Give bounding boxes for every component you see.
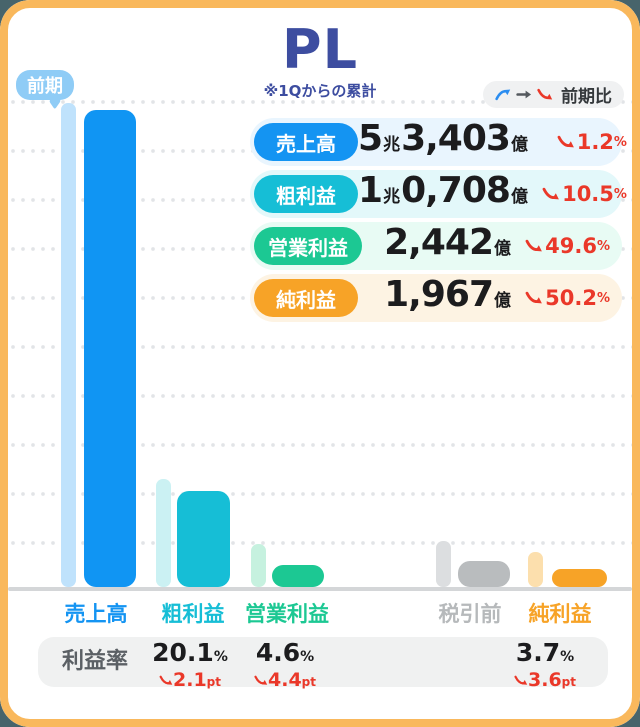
trend-flat-icon (516, 88, 532, 101)
gridline (8, 541, 632, 545)
bar-operating-prev (251, 544, 266, 587)
bar-sales-current (84, 110, 136, 587)
bar-net-prev (528, 552, 543, 587)
cat-label-pretax: 税引前 (438, 602, 502, 626)
profit-margin-label: 利益率 (62, 649, 129, 674)
bar-sales-prev (61, 103, 76, 587)
trend-down-icon (557, 135, 575, 149)
bar-pretax-prev (436, 541, 451, 587)
profit-margin-strip: 利益率 20.1% 2.1pt 4.6% 4.4pt 3.7% 3.6pt (38, 637, 608, 690)
page-title: PL (282, 18, 358, 81)
margin-gross: 20.1% 2.1pt (152, 638, 228, 691)
summary-row-net: 純利益 1,967億 50.2% (250, 274, 622, 322)
cat-label-sales: 売上高 (64, 602, 128, 626)
row-change: 49.6% (512, 234, 622, 258)
summary-row-sales: 売上高 5兆3,403億 1.2% (250, 118, 627, 166)
trend-legend: 前期比 (483, 81, 624, 108)
bar-net-current (552, 569, 607, 587)
bar-pretax-current (458, 561, 510, 587)
row-change: 1.2% (529, 130, 639, 154)
margin-operating: 4.6% 4.4pt (254, 638, 316, 691)
row-value: 1兆0,708億 (358, 170, 528, 211)
trend-up-icon (495, 88, 511, 101)
trend-down-icon (542, 187, 560, 201)
row-pill-label: 粗利益 (254, 175, 358, 213)
gridline (8, 100, 632, 104)
trend-down-icon (254, 675, 268, 686)
trend-down-icon (159, 675, 173, 686)
trend-down-icon (525, 291, 543, 305)
row-value: 2,442億 (384, 222, 511, 263)
trend-down-icon (525, 239, 543, 253)
margin-net: 3.7% 3.6pt (514, 638, 576, 691)
trend-down-icon (537, 88, 553, 101)
trend-down-icon (514, 675, 528, 686)
cat-label-gross: 粗利益 (161, 602, 225, 626)
cat-label-net: 純利益 (528, 602, 592, 626)
row-pill-label: 売上高 (254, 123, 358, 161)
chart-baseline (8, 587, 632, 591)
summary-row-gross: 粗利益 1兆0,708億 10.5% (250, 170, 627, 218)
row-pill-label: 純利益 (254, 279, 358, 317)
bar-gross-current (177, 491, 230, 587)
gridline (8, 394, 632, 398)
summary-row-operating: 営業利益 2,442億 49.6% (250, 222, 622, 270)
gridline (8, 443, 632, 447)
gridline (8, 492, 632, 496)
bar-operating-current (272, 565, 324, 587)
legend-label: 前期比 (561, 87, 612, 107)
gridline (8, 345, 632, 349)
bar-gross-prev (156, 479, 171, 587)
page-subtitle: ※1Qからの累計 (263, 82, 377, 100)
row-change: 50.2% (512, 286, 622, 310)
row-change: 10.5% (529, 182, 639, 206)
prev-period-badge: 前期 (16, 70, 74, 100)
cat-label-operating: 営業利益 (245, 602, 329, 626)
row-pill-label: 営業利益 (254, 227, 362, 265)
row-value: 1,967億 (384, 274, 511, 315)
row-value: 5兆3,403億 (358, 118, 528, 159)
